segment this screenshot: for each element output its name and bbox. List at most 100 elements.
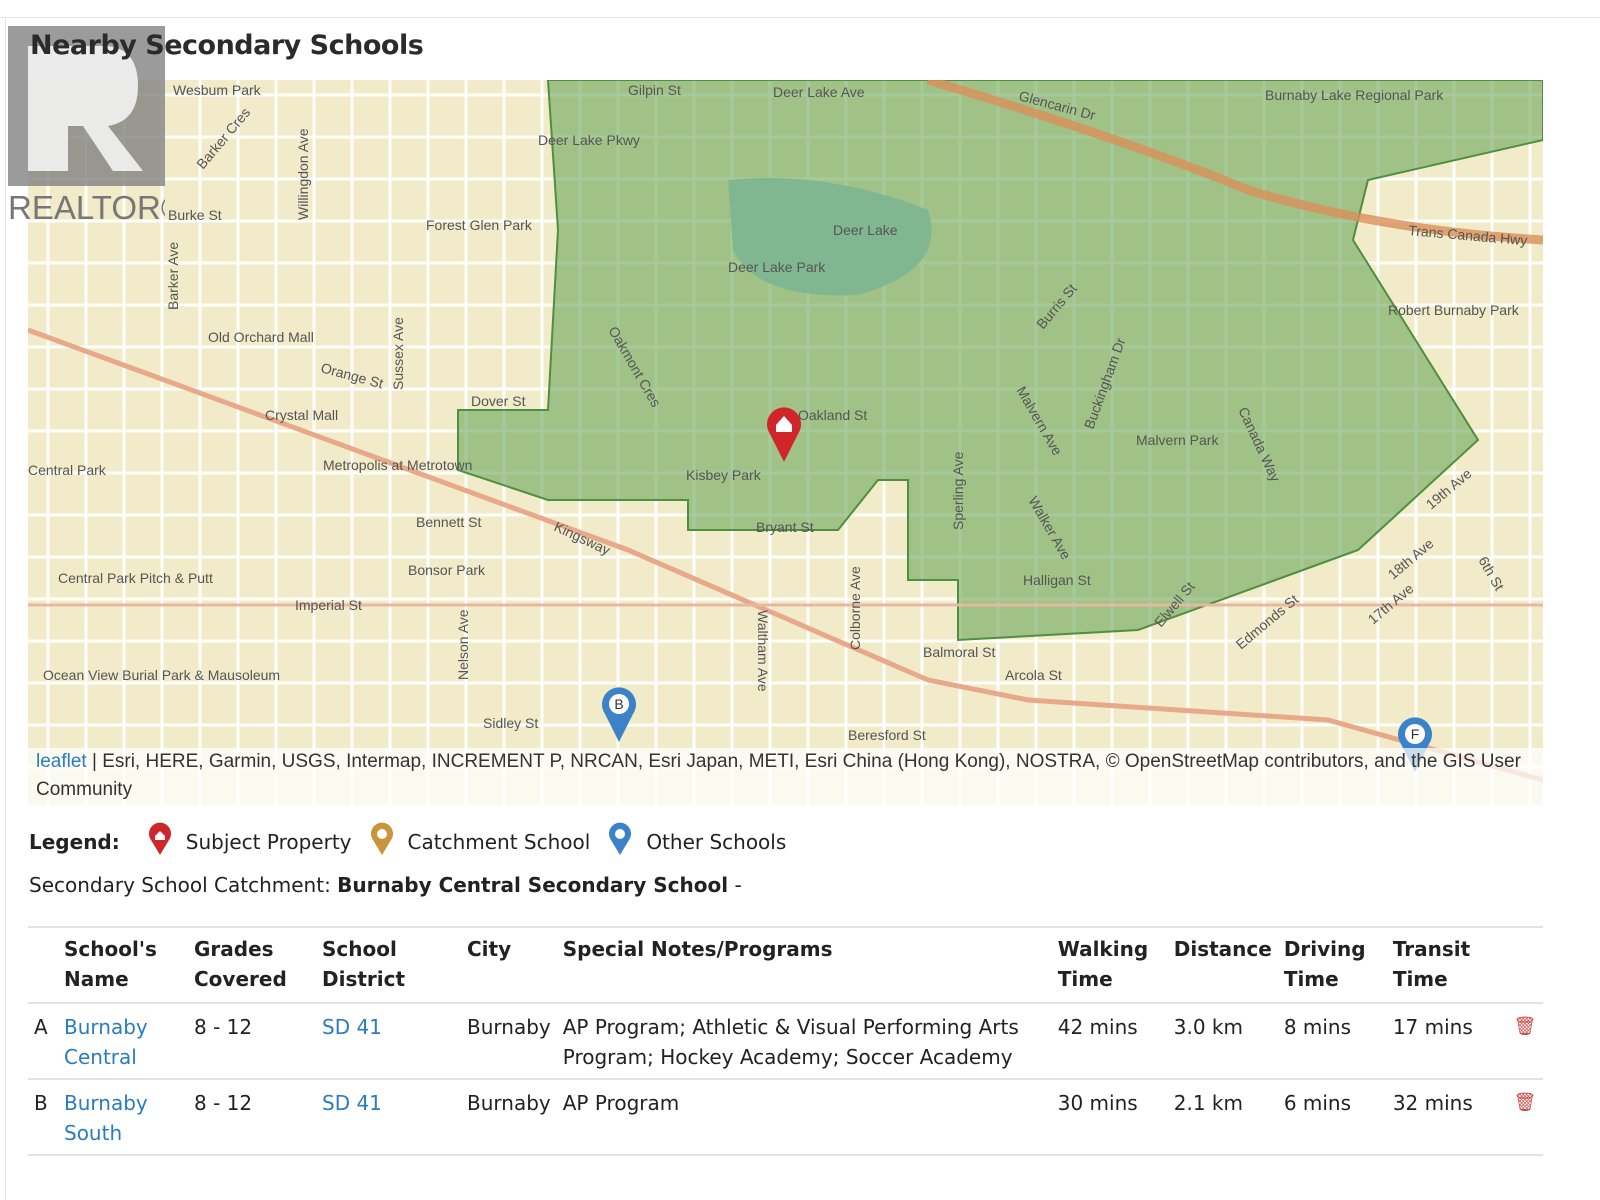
catchment-prefix: Secondary School Catchment: [29,873,338,897]
table-row: B Burnaby South 8 - 12 SD 41 Burnaby AP … [28,1079,1543,1156]
attribution-text: | Esri, HERE, Garmin, USGS, Intermap, IN… [36,751,1521,800]
svg-text:F: F [1411,726,1420,742]
school-name-link[interactable]: Burnaby Central [64,1015,148,1069]
row-letter: A [28,1003,58,1080]
map-label: Arcola St [1005,667,1062,683]
table-row: A Burnaby Central 8 - 12 SD 41 Burnaby A… [28,1003,1543,1080]
map-label: Deer Lake Park [728,259,826,275]
driving-time: 6 mins [1277,1079,1387,1156]
realtor-logo: REALTOR® [8,26,185,226]
map-label: Ocean View Burial Park & Mausoleum [43,667,280,683]
district-link[interactable]: SD 41 [322,1091,382,1115]
subject-property-marker[interactable] [767,407,802,462]
map-label: Colborne Ave [847,566,863,650]
col-distance: Distance [1167,926,1278,1004]
map-label: Sperling Ave [950,451,966,530]
map-label: Willingdon Ave [295,128,311,220]
legend-subject-property: Subject Property [185,829,352,854]
map-label: Burnaby Lake Regional Park [1265,87,1444,103]
map-label: Bryant St [756,519,814,535]
map-attribution: leaflet | Esri, HERE, Garmin, USGS, Inte… [28,748,1543,805]
map-label: Deer Lake Pkwy [538,132,640,148]
table-header: School's Name Grades Covered School Dist… [28,926,1543,1004]
delete-button[interactable]: 🗑 [1506,1003,1543,1080]
page-title: Nearby Secondary Schools [30,30,424,61]
map-label: Nelson Ave [455,609,471,680]
notes: AP Program [556,1079,1052,1156]
map-legend: Legend: Subject Property Catchment Schoo… [29,822,786,861]
blue-pin-icon [608,822,632,861]
map-label: Malvern Park [1136,432,1219,448]
map-label: Kisbey Park [686,467,762,483]
col-city: City [461,926,557,1004]
map-label: Forest Glen Park [426,217,533,233]
legend-other-schools: Other Schools [646,829,787,854]
map-label: Gilpin St [628,82,681,98]
catchment-school: Burnaby Central Secondary School [337,873,729,897]
legend-catchment-school: Catchment School [407,829,591,854]
col-driving: Driving Time [1277,926,1387,1004]
catchment-suffix: - [728,873,742,897]
map-label: Deer Lake Ave [773,84,865,100]
map-label: Burke St [168,207,222,223]
delete-button[interactable]: 🗑 [1506,1079,1543,1156]
map-label: Beresford St [848,727,926,743]
grades: 8 - 12 [188,1003,316,1080]
walking-time: 30 mins [1051,1079,1168,1156]
notes: AP Program; Athletic & Visual Performing… [556,1003,1052,1080]
map-label: Dover St [471,393,526,409]
map-label: Robert Burnaby Park [1388,302,1520,318]
map-label: Wesbum Park [173,82,262,98]
walking-time: 42 mins [1051,1003,1168,1080]
legend-label: Legend: [29,829,120,854]
leaflet-link[interactable]: leaflet [36,751,87,772]
col-actions [1506,926,1543,1004]
col-transit: Transit Time [1386,926,1507,1004]
map-label: Halligan St [1023,572,1091,588]
svg-text:B: B [614,696,623,712]
driving-time: 8 mins [1277,1003,1387,1080]
divider [0,17,1600,18]
map-label: Barker Ave [165,242,181,310]
map-label: Oakland St [798,407,867,423]
map-label: Waltham Ave [755,610,771,692]
school-name-link[interactable]: Burnaby South [64,1091,148,1145]
other-school-marker[interactable]: B [602,687,636,742]
trash-icon: 🗑 [1513,1016,1537,1037]
distance: 3.0 km [1167,1003,1278,1080]
gold-pin-icon [370,822,394,861]
school-map[interactable]: Wesbum Park Burke St Willingdon Ave Barker … [28,80,1543,805]
col-district: School District [316,926,461,1004]
divider [5,17,6,1200]
col-grades: Grades Covered [188,926,316,1004]
map-label: Metropolis at Metrotown [323,457,472,473]
col-notes: Special Notes/Programs [556,926,1052,1004]
district-link[interactable]: SD 41 [322,1015,382,1039]
col-name: School's Name [58,926,188,1004]
distance: 2.1 km [1167,1079,1278,1156]
schools-table: School's Name Grades Covered School Dist… [28,926,1543,1156]
map-label: Imperial St [295,597,362,613]
map-label: Central Park Pitch & Putt [58,570,213,586]
city: Burnaby [461,1079,557,1156]
red-pin-icon [148,822,172,861]
svg-text:REALTOR®: REALTOR® [8,189,165,226]
transit-time: 32 mins [1386,1079,1507,1156]
map-label: Deer Lake [833,222,898,238]
map-label: Balmoral St [923,644,995,660]
col-letter [28,926,58,1004]
map-label: Crystal Mall [265,407,338,423]
catchment-area [457,80,1543,642]
trash-icon: 🗑 [1513,1092,1537,1113]
grades: 8 - 12 [188,1079,316,1156]
other-school-marker[interactable]: F [1398,717,1433,772]
map-label: Bennett St [416,514,481,530]
row-letter: B [28,1079,58,1156]
catchment-info: Secondary School Catchment: Burnaby Cent… [29,873,742,897]
map-label: Central Park [28,462,107,478]
map-label: Old Orchard Mall [208,329,314,345]
map-label: Sussex Ave [390,317,406,390]
col-walking: Walking Time [1051,926,1168,1004]
transit-time: 17 mins [1386,1003,1507,1080]
map-label: Bonsor Park [408,562,486,578]
